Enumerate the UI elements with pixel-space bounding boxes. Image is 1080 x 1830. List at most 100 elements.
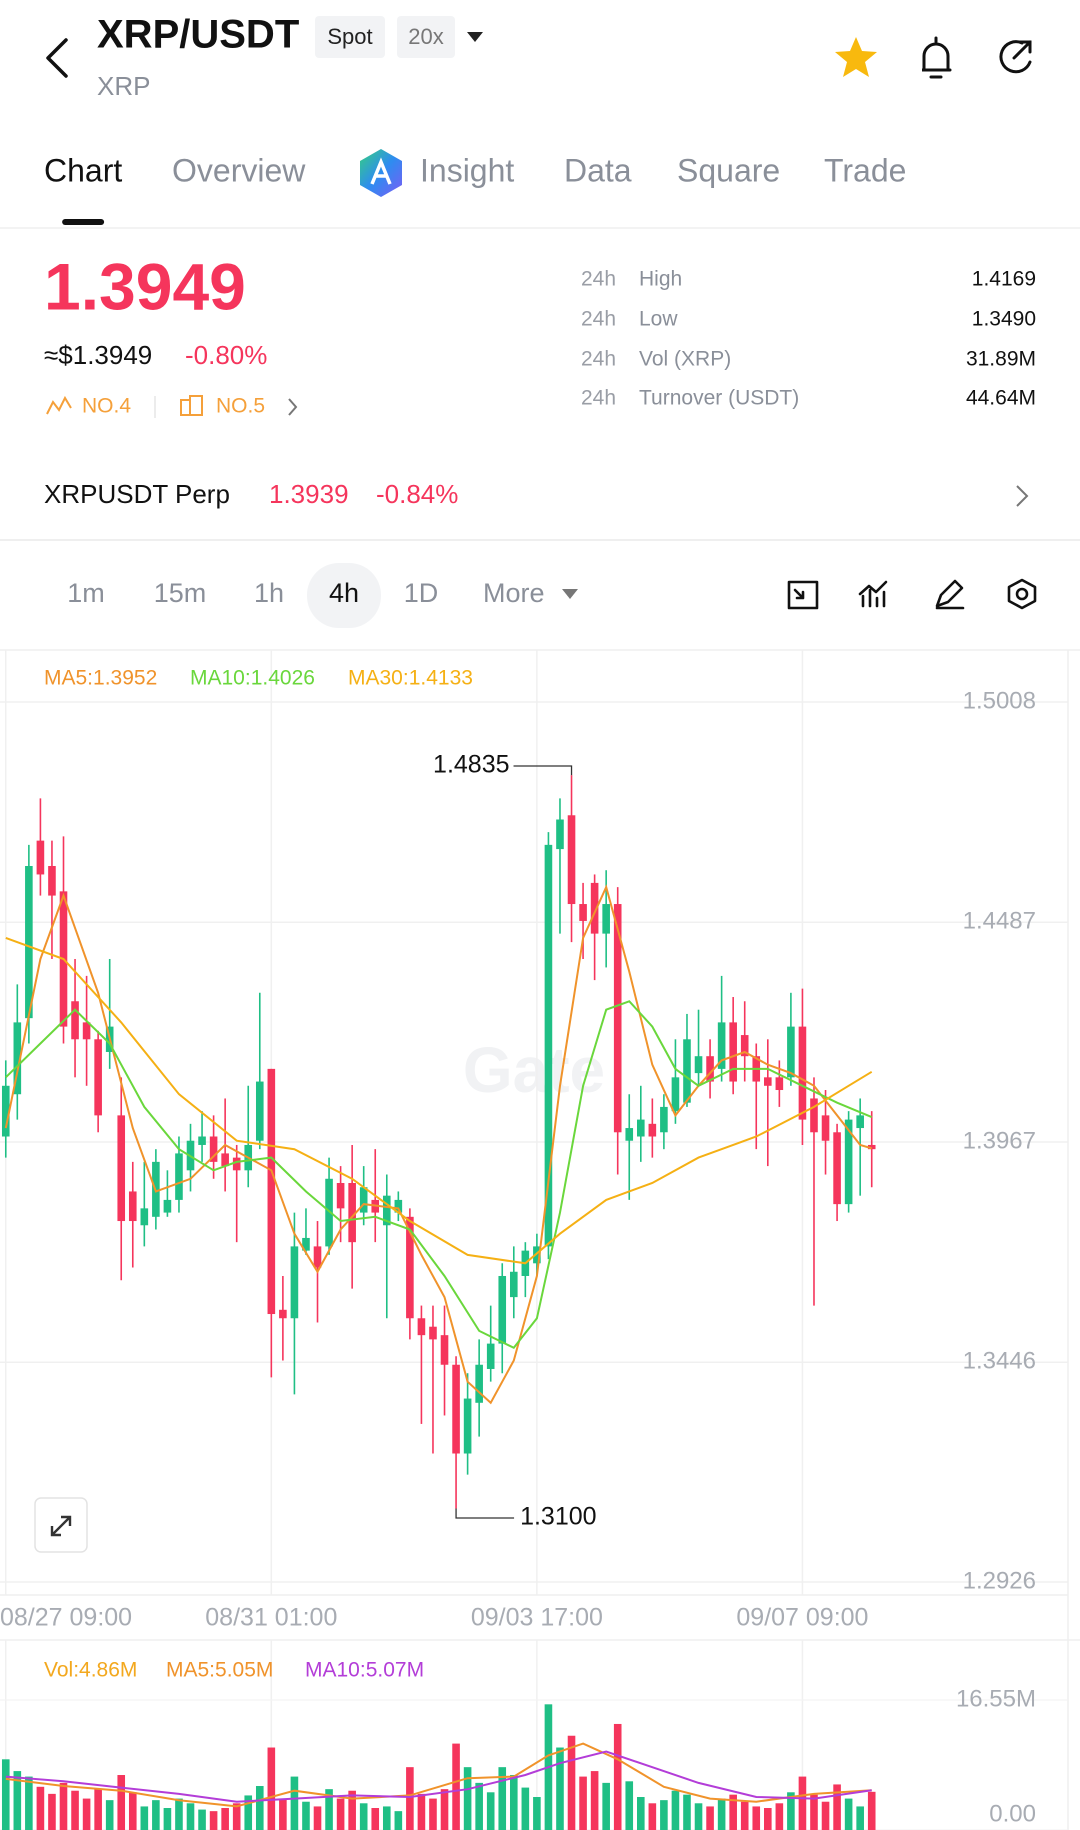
volume-bar bbox=[787, 1792, 795, 1830]
tab-bar: Chart Overview Insight Data Square Trade bbox=[44, 152, 906, 225]
leverage-badge[interactable]: 20x bbox=[408, 24, 443, 49]
sector-icon-b bbox=[189, 395, 203, 416]
tool-pen bbox=[935, 579, 965, 610]
legend-entry: MA5:5.05M bbox=[166, 1659, 273, 1682]
candle-body bbox=[13, 1022, 22, 1095]
volume-plot bbox=[1, 1704, 876, 1830]
tool-indicator-layout[interactable] bbox=[787, 580, 819, 610]
volume-bar bbox=[244, 1795, 253, 1830]
interval-option[interactable]: More bbox=[483, 578, 545, 608]
candle-body bbox=[302, 1237, 310, 1251]
interval-option[interactable]: 15m bbox=[154, 578, 207, 608]
volume-bar bbox=[382, 1806, 391, 1830]
volume-bar bbox=[683, 1794, 691, 1830]
candle-body bbox=[475, 1364, 483, 1403]
candle-body bbox=[255, 1081, 264, 1141]
candle-body bbox=[637, 1119, 645, 1137]
volume-bar bbox=[833, 1784, 841, 1830]
volume-bar bbox=[810, 1794, 818, 1830]
candle-body bbox=[36, 840, 45, 875]
tab[interactable]: Data bbox=[564, 152, 632, 188]
legend-entry: MA30:1.4133 bbox=[348, 667, 473, 690]
candle-body bbox=[232, 1157, 241, 1171]
ma-line bbox=[5, 936, 873, 1265]
pair-title: XRP/USDT bbox=[97, 13, 299, 57]
market-badge[interactable]: Spot bbox=[327, 24, 372, 49]
volume-bar bbox=[117, 1775, 126, 1830]
volume-bar bbox=[82, 1798, 91, 1830]
interval-option[interactable]: 1m bbox=[67, 578, 105, 608]
volume-bar bbox=[59, 1782, 68, 1830]
insight-hex bbox=[360, 149, 402, 197]
interval-option[interactable]: 1D bbox=[404, 578, 439, 608]
tab[interactable]: Trade bbox=[824, 152, 906, 188]
tab[interactable]: Insight bbox=[420, 152, 514, 188]
tool-gear bbox=[1007, 578, 1037, 610]
share-button[interactable] bbox=[999, 40, 1032, 74]
candle-body bbox=[163, 1199, 172, 1213]
expand-button[interactable] bbox=[34, 1497, 88, 1553]
candle-body bbox=[775, 1077, 784, 1091]
tab[interactable]: Chart bbox=[44, 152, 122, 188]
volume-bar bbox=[463, 1767, 472, 1830]
tab[interactable]: Square bbox=[677, 152, 780, 188]
legend-entry: MA5:1.3952 bbox=[44, 667, 157, 690]
candle-body bbox=[429, 1326, 437, 1340]
tab[interactable]: Overview bbox=[172, 152, 306, 188]
volume-bar bbox=[613, 1723, 622, 1830]
sector-icon-a bbox=[180, 399, 191, 416]
volume-bar bbox=[348, 1790, 356, 1830]
annotation-leader bbox=[513, 765, 573, 776]
perp-name[interactable]: XRPUSDT Perp bbox=[44, 479, 230, 509]
volume-bar bbox=[798, 1776, 807, 1830]
interval-active-bg bbox=[307, 563, 381, 628]
legend-entry: Vol:4.86M bbox=[44, 1659, 137, 1682]
candle-body bbox=[406, 1216, 414, 1319]
candle-body bbox=[660, 1106, 668, 1133]
volume-bar bbox=[602, 1782, 610, 1830]
volume-bar bbox=[486, 1792, 495, 1830]
stat-period: 24h bbox=[581, 308, 616, 331]
ma-line bbox=[5, 1742, 872, 1808]
interval-option[interactable]: 1h bbox=[254, 578, 284, 608]
more-dropdown[interactable] bbox=[562, 589, 578, 599]
volume-bar bbox=[498, 1767, 507, 1830]
y-tick-label: 16.55M bbox=[956, 1685, 1036, 1712]
insight-icon bbox=[360, 149, 402, 197]
volume-bar bbox=[637, 1797, 645, 1830]
candle-body bbox=[279, 1309, 287, 1319]
volume-bar bbox=[140, 1806, 149, 1830]
max-annotation: 1.4835 bbox=[433, 751, 509, 779]
back-button[interactable] bbox=[46, 38, 68, 78]
tool-indicators[interactable] bbox=[858, 580, 888, 608]
volume-bar bbox=[128, 1792, 137, 1830]
price-change: -0.80% bbox=[185, 340, 267, 370]
candle-body bbox=[463, 1398, 472, 1454]
price-labels: 1.5008 1.4487 1.3967 1.3446 1.2926 08/27 09:0… bbox=[0, 667, 1036, 1632]
stat-period: 24h bbox=[581, 268, 616, 291]
pair-dropdown[interactable] bbox=[467, 32, 483, 42]
sector-badge[interactable]: NO.5 bbox=[216, 395, 265, 418]
tool-draw[interactable] bbox=[935, 579, 965, 610]
volume-bar bbox=[290, 1776, 299, 1830]
volume-bar bbox=[152, 1800, 160, 1830]
volume-bar bbox=[521, 1787, 530, 1830]
interval-bar: 1m 15m 1h 4h 1D More bbox=[67, 578, 544, 608]
volume-bar bbox=[394, 1811, 403, 1830]
candle-body bbox=[140, 1208, 149, 1226]
perp-chevron[interactable] bbox=[1016, 485, 1029, 507]
favorite-star[interactable] bbox=[835, 37, 877, 77]
candle-body bbox=[556, 819, 564, 850]
perp-price: 1.3939 bbox=[269, 479, 349, 509]
volume-bar bbox=[579, 1776, 587, 1830]
tool-settings[interactable] bbox=[1007, 578, 1037, 610]
share-arc bbox=[999, 40, 1032, 74]
candle-body bbox=[764, 1077, 772, 1086]
candle-body bbox=[290, 1246, 299, 1319]
y-tick-label: 1.2926 bbox=[963, 1567, 1036, 1594]
alert-bell[interactable] bbox=[922, 36, 952, 79]
rank-chevron[interactable] bbox=[288, 398, 298, 416]
interval-option[interactable]: 4h bbox=[329, 578, 359, 608]
rank-badge[interactable]: NO.4 bbox=[82, 395, 131, 418]
candle-body bbox=[498, 1275, 507, 1344]
